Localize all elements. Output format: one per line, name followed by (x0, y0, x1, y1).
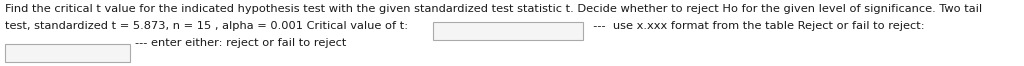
Bar (433, 22, 583, 40)
Text: Find the critical t value for the indicated hypothesis test with the given stand: Find the critical t value for the indica… (5, 4, 982, 14)
Text: ---  use x.xxx format from the table Reject or fail to reject:: --- use x.xxx format from the table Reje… (586, 21, 925, 31)
Bar (5, 44, 130, 62)
Text: --- enter either: reject or fail to reject: --- enter either: reject or fail to reje… (135, 38, 346, 48)
Text: test, standardized t = 5.873, n = 15 , alpha = 0.001 Critical value of t:: test, standardized t = 5.873, n = 15 , a… (5, 21, 409, 31)
